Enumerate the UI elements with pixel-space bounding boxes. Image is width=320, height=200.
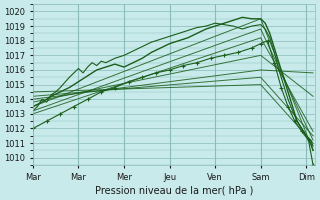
X-axis label: Pression niveau de la mer( hPa ): Pression niveau de la mer( hPa ) [95,186,253,196]
